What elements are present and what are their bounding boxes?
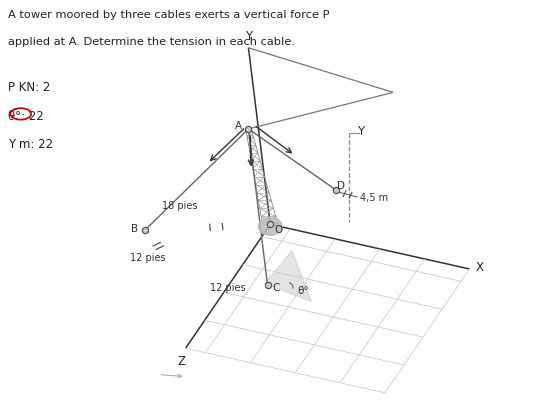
Text: 12 pies: 12 pies (129, 252, 165, 262)
Text: 18 pies: 18 pies (162, 200, 198, 211)
Circle shape (258, 218, 282, 236)
Text: C: C (272, 283, 280, 292)
Text: A: A (235, 121, 242, 130)
Text: Y: Y (245, 30, 252, 43)
Text: Y: Y (357, 125, 364, 138)
Text: θ°: θ° (298, 286, 310, 295)
Text: applied at A. Determine the tension in each cable.: applied at A. Determine the tension in e… (8, 36, 295, 47)
Text: P KN: 2: P KN: 2 (8, 81, 51, 94)
Text: A tower moored by three cables exerts a vertical force P: A tower moored by three cables exerts a … (8, 10, 330, 20)
Text: 4,5 m: 4,5 m (360, 193, 389, 202)
Text: Y m: 22: Y m: 22 (8, 138, 54, 151)
Text: X: X (476, 261, 484, 274)
Text: D: D (337, 181, 345, 190)
Text: B: B (131, 224, 139, 234)
Polygon shape (265, 251, 311, 302)
Text: O: O (274, 225, 283, 234)
Text: Z: Z (177, 354, 185, 367)
Text: 12 pies: 12 pies (210, 283, 248, 292)
Text: θ°: 22: θ°: 22 (8, 109, 44, 122)
